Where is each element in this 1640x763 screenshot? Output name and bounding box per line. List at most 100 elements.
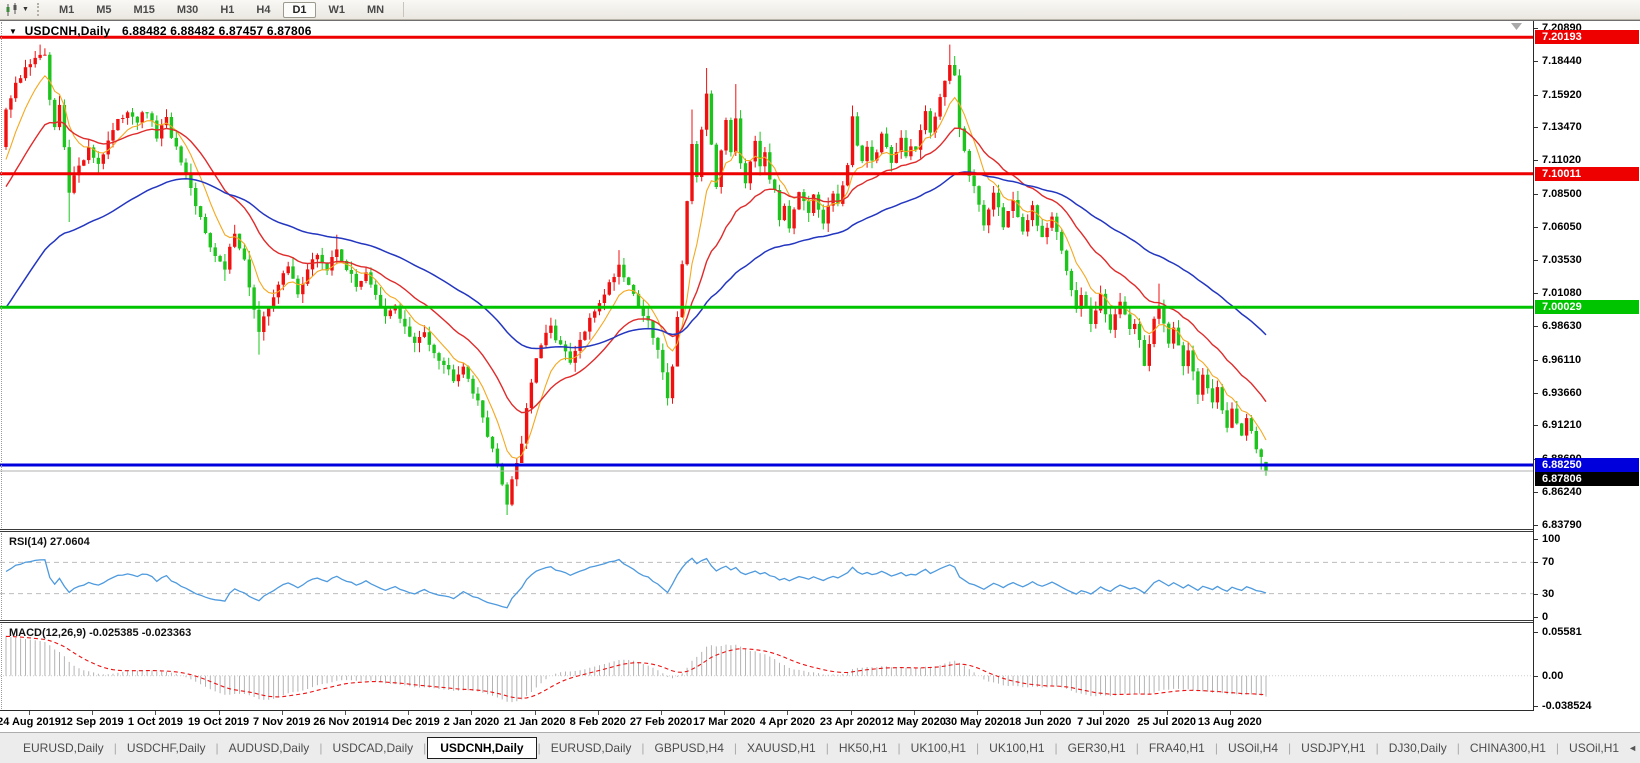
chart-tab-usdchf-daily[interactable]: USDCHF,Daily [126,741,206,755]
date-axis-label: 14 Dec 2019 [376,716,440,728]
price-axis-label: 6.91210 [1542,419,1582,432]
toolbar-grip-handle[interactable] [36,3,41,16]
chart-tab-china300-h1[interactable]: CHINA300,H1 [1469,741,1546,755]
price-axis-label: 7.08500 [1542,187,1582,200]
panel-separator[interactable] [0,622,1536,623]
price-axis-label: 7.18440 [1542,54,1582,67]
panel-left-border [1,533,2,619]
rsi-axis-label: 30 [1542,587,1555,600]
tab-separator: | [733,741,738,755]
tab-separator: | [1214,741,1218,755]
price-axis-label: 6.86240 [1542,485,1582,498]
price-axis-label: 6.83790 [1542,518,1582,531]
date-axis-label: 4 Apr 2020 [759,716,816,728]
chart-tab-usoil-h4[interactable]: USOil,H4 [1227,741,1278,755]
tab-separator: | [897,741,901,755]
price-level-tag: 7.20193 [1535,30,1639,45]
date-axis-label: 21 Jan 2020 [503,716,566,728]
tab-separator: | [1555,741,1560,755]
price-axis-border [1533,21,1534,711]
date-axis-label: 19 Oct 2019 [188,716,250,728]
timeframe-button-d1[interactable]: D1 [283,1,316,18]
timeframe-buttons: M1 M5 M15 M30 H1 H4 D1 W1 MN [48,0,395,19]
panel-separator[interactable] [0,620,1536,621]
timeframe-button-m30[interactable]: M30 [176,3,199,16]
tab-separator: | [113,741,117,755]
panel-separator[interactable] [0,529,1536,530]
date-axis-label: 7 Jul 2020 [1077,716,1130,728]
price-axis-label: 6.96110 [1542,353,1582,366]
chart-tab-fra40-h1[interactable]: FRA40,H1 [1148,741,1205,755]
chart-tab-usdjpy-h1[interactable]: USDJPY,H1 [1301,741,1366,755]
rsi-plot[interactable] [0,532,1536,620]
date-axis-label: 13 Aug 2020 [1197,716,1262,728]
panel-separator[interactable] [0,531,1536,532]
chevron-down-icon[interactable]: ▼ [22,6,29,13]
price-axis[interactable]: 7.20890 7.18440 7.15920 7.13470 7.11020 7.085… [1534,21,1640,712]
macd-axis-label: 0.05581 [1542,626,1582,638]
chart-tab-gbpusd-h4[interactable]: GBPUSD,H4 [654,741,724,755]
rsi-label: RSI(14) 27.0604 [9,536,90,548]
chart-tab-uk100-h1[interactable]: UK100,H1 [989,741,1045,755]
rsi-axis-label: 70 [1542,556,1555,569]
date-axis-label: 24 Aug 2019 [0,716,61,728]
tab-separator: | [319,741,323,755]
rsi-axis-label: 100 [1542,533,1561,545]
time-axis[interactable]: 24 Aug 2019 12 Sep 2019 1 Oct 2019 19 Oct 2… [0,711,1536,732]
date-axis-label: 18 Jun 2020 [1009,716,1072,728]
timeframe-button-h1[interactable]: H1 [220,3,235,16]
chart-tab-xauusd-h1[interactable]: XAUUSD,H1 [747,741,816,755]
chart-legend: ▼ USDCNH,Daily 6.88482 6.88482 6.87457 6… [9,24,312,38]
chart-tab-usdcad-daily[interactable]: USDCAD,Daily [332,741,414,755]
tab-scroll-left-icon[interactable]: ◄ [1628,743,1637,753]
date-axis-label: 12 Sep 2019 [60,716,124,728]
date-axis-label: 2 Jan 2020 [443,716,500,728]
chart-tab-eurusd-daily[interactable]: EURUSD,Daily [23,741,104,755]
tab-separator: | [537,741,541,755]
chart-tab-uk100-h1[interactable]: UK100,H1 [910,741,967,755]
tab-separator: | [1288,741,1292,755]
date-axis-label: 7 Nov 2019 [253,716,311,728]
chart-tab-eurusd-daily[interactable]: EURUSD,Daily [550,741,632,755]
price-level-tag: 7.10011 [1535,166,1639,181]
candlestick-plot[interactable] [0,21,1536,529]
macd-label: MACD(12,26,9) -0.025385 -0.023363 [9,627,192,639]
timeframe-button-w1[interactable]: W1 [328,3,346,16]
date-axis-label: 17 Mar 2020 [692,716,756,728]
chart-tab-bar: EURUSD,Daily | USDCHF,Daily | AUDUSD,Daily | U… [0,732,1640,763]
tab-separator: | [1375,741,1379,755]
chart-tab-hk50-h1[interactable]: HK50,H1 [838,741,888,755]
chart-tab-dj30-daily[interactable]: DJ30,Daily [1388,741,1447,755]
date-axis-label: 30 May 2020 [944,716,1010,728]
chart-symbol-period: USDCNH,Daily [24,24,111,38]
collapse-arrow-icon[interactable]: ▼ [9,27,18,36]
timeframe-button-m5[interactable]: M5 [96,3,112,16]
chart-tab-usoil-h1[interactable]: USOil,H1 [1569,741,1620,755]
price-axis-label: 6.93660 [1542,386,1582,399]
price-axis-label: 7.11020 [1542,154,1582,167]
price-axis-label: 6.98630 [1542,320,1582,333]
timeframe-button-m1[interactable]: M1 [58,3,75,16]
chart-tab-usdcnh-daily[interactable]: USDCNH,Daily [427,737,537,759]
candlestick-chart-icon[interactable] [3,2,21,18]
chart-tab-ger30-h1[interactable]: GER30,H1 [1067,741,1126,755]
tab-separator: | [1135,741,1139,755]
rsi-axis-label: 0 [1542,611,1549,623]
price-level-tag: 6.87806 [1535,472,1639,487]
tab-separator: | [215,741,219,755]
date-axis-label: 27 Feb 2020 [629,716,693,728]
chart-ohlc-values: 6.88482 6.88482 6.87457 6.87806 [121,24,312,38]
panel-left-border [1,624,2,709]
tab-separator: | [423,741,427,755]
timeframe-button-h4[interactable]: H4 [256,3,271,16]
macd-plot[interactable] [0,623,1536,710]
timeframe-toolbar: ▼ M1 M5 M15 M30 H1 H4 D1 W1 MN [0,0,1640,20]
price-axis-label: 7.06050 [1542,220,1582,233]
timeframe-button-mn[interactable]: MN [367,3,385,16]
chart-tab-audusd-daily[interactable]: AUDUSD,Daily [228,741,310,755]
timeframe-button-m15[interactable]: M15 [133,3,155,16]
panel-left-border [1,22,2,528]
tab-separator: | [976,741,980,755]
tab-separator: | [1456,741,1460,755]
date-axis-label: 12 May 2020 [881,716,946,728]
